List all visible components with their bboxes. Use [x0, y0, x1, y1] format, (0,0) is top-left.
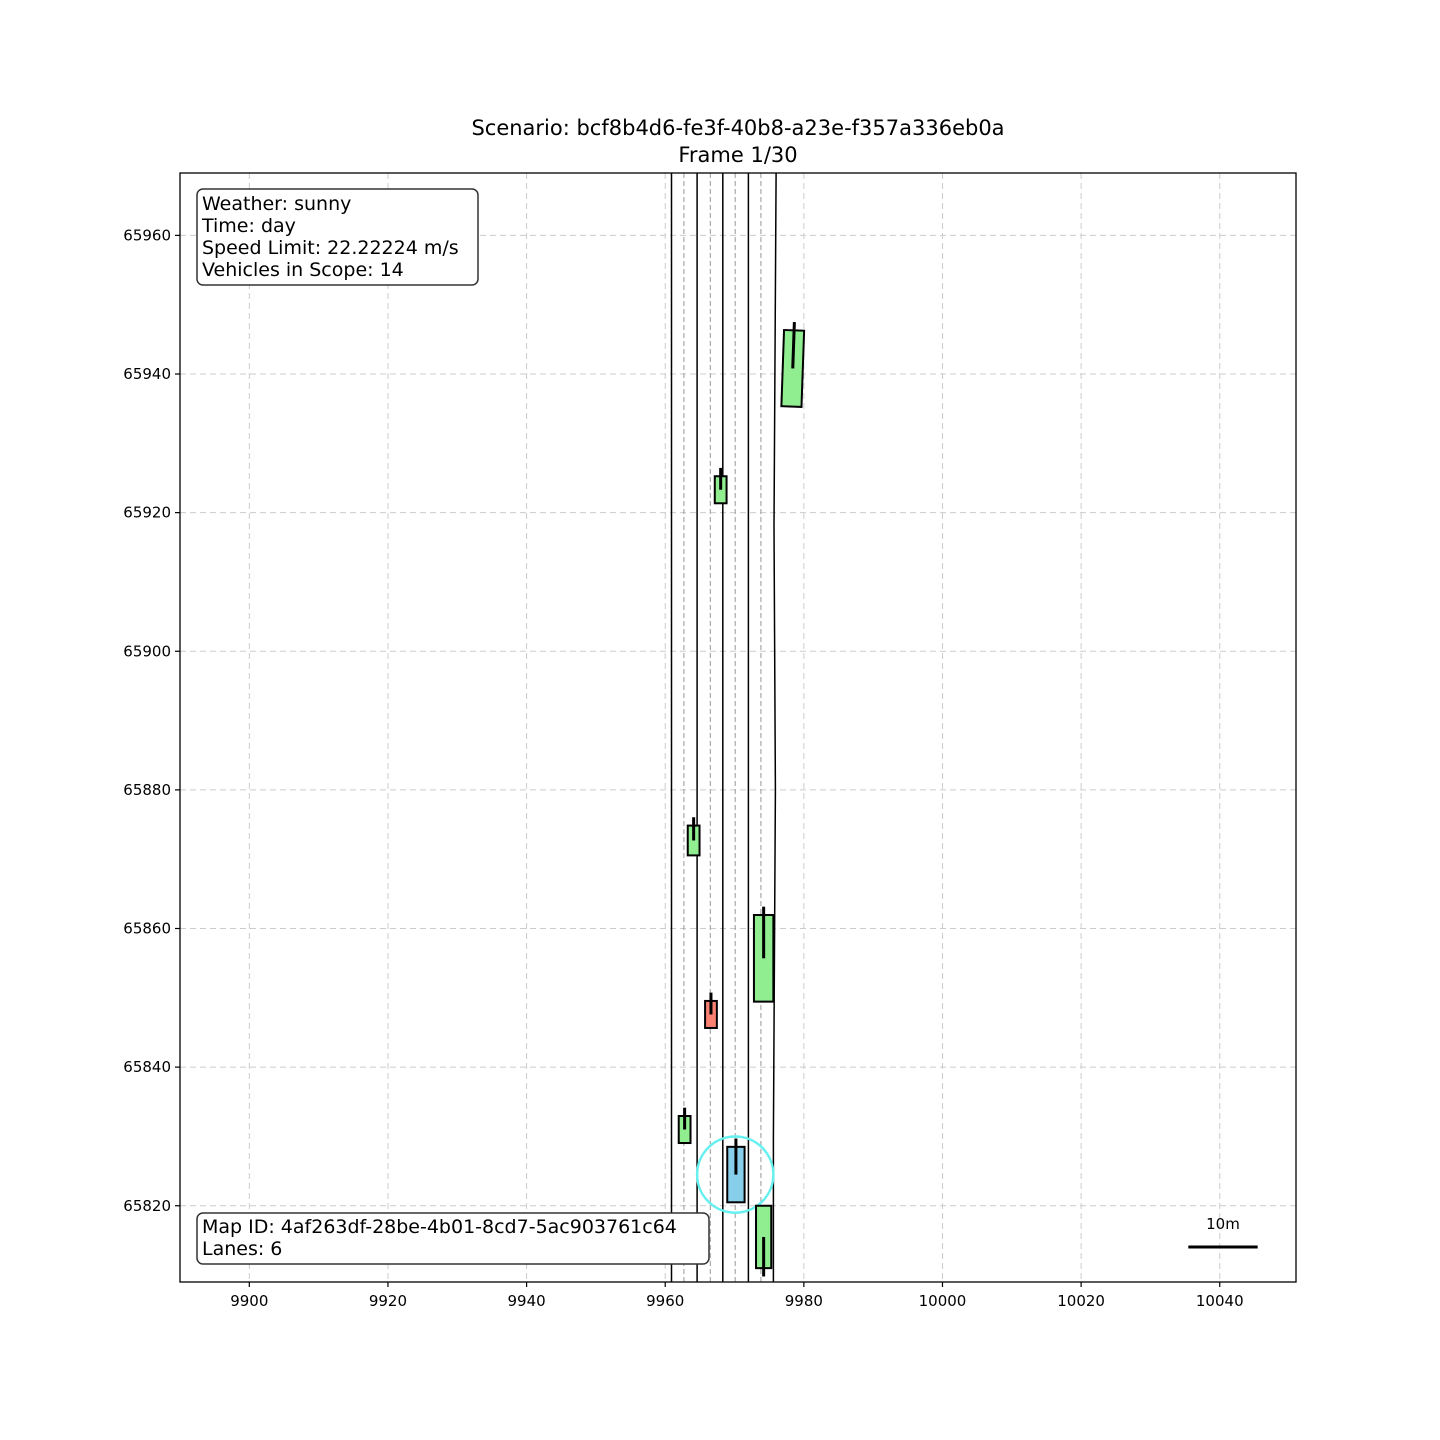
- vehicle-count-label: Vehicles in Scope: 14: [202, 259, 404, 281]
- y-tick-label: 65840: [123, 1058, 171, 1076]
- vehicle: [752, 906, 775, 1003]
- vehicle: [704, 992, 718, 1029]
- heading-arrow: [791, 321, 796, 369]
- axis-ticks: 9900 9920 9940 9960 9980 10000 10020 10040 65820…: [123, 226, 1243, 1310]
- axes-frame: [179, 172, 1297, 1283]
- chart-title-line2: Frame 1/30: [678, 143, 797, 167]
- vehicles: [677, 321, 806, 1277]
- scale-bar: 10m: [1188, 1215, 1258, 1249]
- lane-lines: [670, 173, 777, 1282]
- map-box: Map ID: 4af263df-28be-4b01-8cd7-5ac90376…: [196, 1212, 710, 1265]
- x-tick-label: 9960: [646, 1292, 684, 1310]
- map-id-label: Map ID: 4af263df-28be-4b01-8cd7-5ac90376…: [202, 1216, 677, 1238]
- chart-title-line1: Scenario: bcf8b4d6-fe3f-40b8-a23e-f357a3…: [471, 116, 1004, 140]
- y-tick-label: 65820: [123, 1197, 171, 1215]
- ego-highlight-ring: [695, 1135, 775, 1214]
- y-tick-label: 65860: [123, 920, 171, 938]
- lane-count-label: Lanes: 6: [202, 1238, 282, 1260]
- y-tick-label: 65940: [123, 365, 171, 383]
- y-tick-label: 65880: [123, 781, 171, 799]
- y-tick-label: 65920: [123, 504, 171, 522]
- x-tick-label: 9900: [230, 1292, 268, 1310]
- x-tick-label: 9980: [785, 1292, 823, 1310]
- x-tick-label: 10040: [1196, 1292, 1244, 1310]
- scale-bar-label: 10m: [1206, 1215, 1240, 1233]
- x-tick-label: 9940: [507, 1292, 545, 1310]
- vehicle: [780, 321, 806, 408]
- vehicle: [677, 1107, 692, 1145]
- info-box-background: [196, 188, 479, 286]
- speed-limit-label: Speed Limit: 22.22224 m/s: [202, 237, 459, 259]
- ego-vehicle: [726, 1138, 746, 1204]
- vehicle: [686, 817, 701, 857]
- weather-label: Weather: sunny: [202, 193, 351, 215]
- y-tick-label: 65900: [123, 642, 171, 660]
- time-label: Time: day: [201, 215, 296, 237]
- x-tick-label: 10020: [1057, 1292, 1105, 1310]
- lane-boundary: [772, 173, 777, 1282]
- map-box-background: [196, 1212, 710, 1265]
- x-tick-label: 9920: [369, 1292, 407, 1310]
- grid: [180, 173, 1296, 1282]
- x-tick-label: 10000: [919, 1292, 967, 1310]
- info-box: Weather: sunny Time: day Speed Limit: 22…: [196, 188, 479, 286]
- vehicle: [713, 467, 728, 505]
- vehicle: [755, 1204, 773, 1277]
- y-tick-label: 65960: [123, 226, 171, 244]
